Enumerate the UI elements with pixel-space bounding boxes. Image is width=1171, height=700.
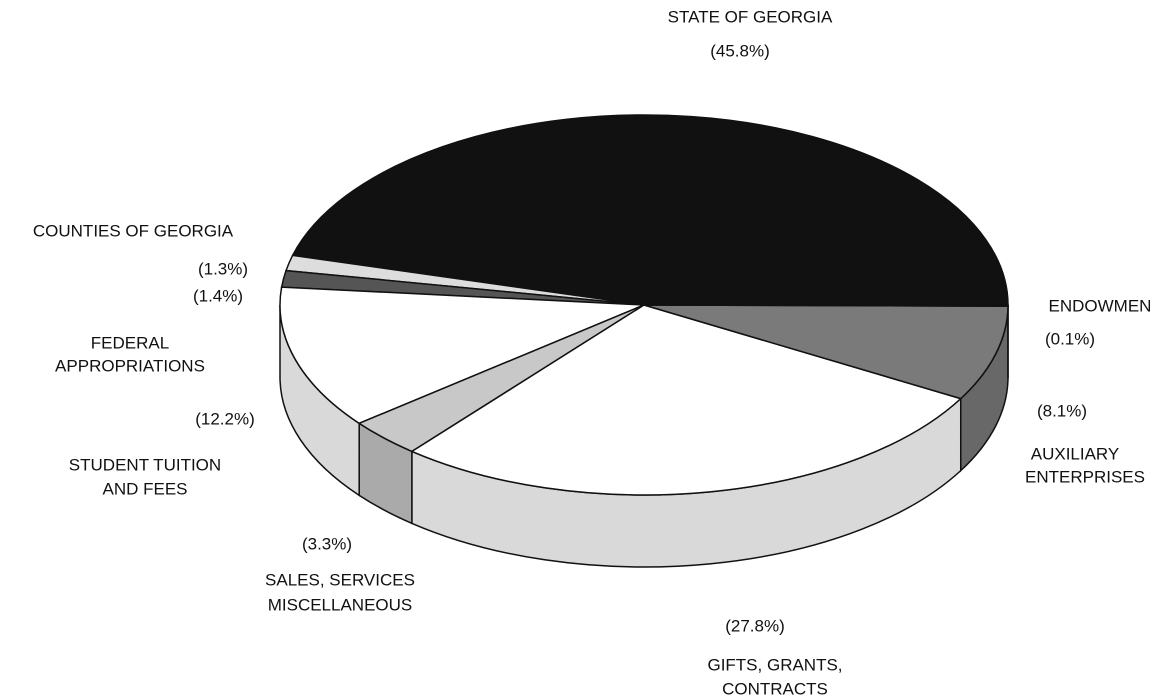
pie-slice <box>643 304 1009 400</box>
slice-label: CONTRACTS <box>722 679 828 698</box>
value-label: (0.1%) <box>1045 329 1095 348</box>
value-label: (3.3%) <box>302 534 352 553</box>
pie-slice <box>643 304 1009 307</box>
slice-label: MISCELLANEOUS <box>268 595 413 614</box>
pie-slice <box>279 286 645 425</box>
value-label: (1.4%) <box>193 286 243 305</box>
value-label: (8.1%) <box>1037 401 1087 420</box>
pie-slice <box>410 304 963 496</box>
slice-label: SALES, SERVICES <box>265 570 415 589</box>
value-label: (45.8%) <box>710 41 770 60</box>
value-label: (12.2%) <box>195 409 255 428</box>
slice-label: ENTERPRISES <box>1025 467 1145 486</box>
slice-label: COUNTIES OF GEORGIA <box>33 221 234 240</box>
slice-label: GIFTS, GRANTS, <box>707 655 842 674</box>
slice-label: AND FEES <box>102 479 187 498</box>
pie-slice <box>291 114 1009 306</box>
slice-label: FEDERAL <box>91 333 169 352</box>
value-label: (1.3%) <box>198 259 248 278</box>
slice-label: STUDENT TUITION <box>69 455 221 474</box>
slice-label: ENDOWMEN <box>1049 296 1152 315</box>
slice-label: AUXILIARY <box>1031 444 1120 463</box>
slice-label: APPROPRIATIONS <box>55 356 205 375</box>
slice-label: STATE OF GEORGIA <box>668 7 833 26</box>
value-label: (27.8%) <box>725 616 785 635</box>
